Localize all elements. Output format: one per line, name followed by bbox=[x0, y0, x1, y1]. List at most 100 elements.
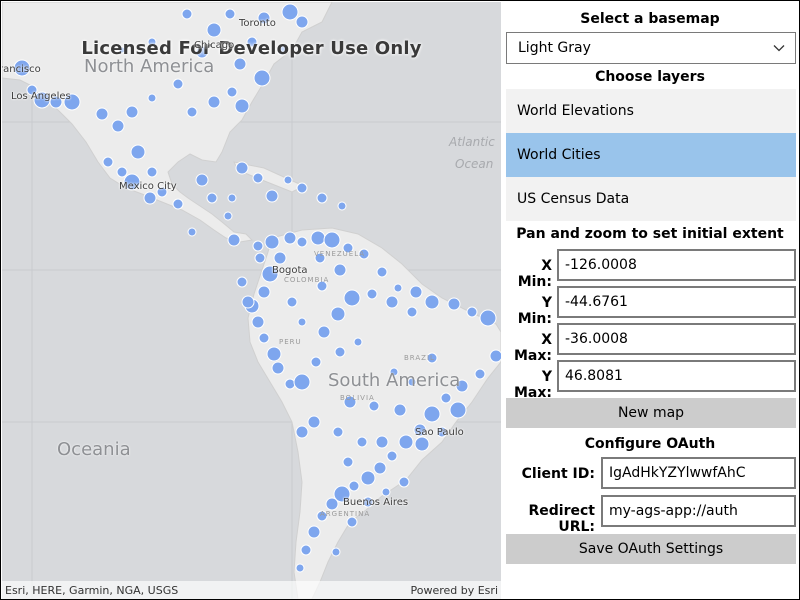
city-symbol bbox=[102, 156, 114, 168]
map-attribution-bar: Esri, HERE, Garmin, NGA, USGS Powered by… bbox=[2, 581, 501, 599]
city-symbol bbox=[227, 193, 237, 203]
city-symbol bbox=[310, 230, 326, 246]
new-map-button[interactable]: New map bbox=[506, 398, 796, 428]
label-argentina: ARGENTINA bbox=[320, 510, 371, 518]
city-symbol bbox=[206, 192, 218, 204]
city-symbol bbox=[130, 144, 146, 160]
city-symbol bbox=[343, 395, 357, 409]
city-symbol bbox=[333, 485, 351, 503]
powered-by-esri[interactable]: Powered by Esri bbox=[410, 583, 498, 597]
city-symbol bbox=[447, 297, 461, 311]
city-symbol bbox=[264, 234, 280, 250]
city-symbol bbox=[13, 59, 31, 77]
map-view[interactable]: Licensed For Developer Use Only North Am… bbox=[2, 2, 501, 599]
label-buenos-aires: Buenos Aires bbox=[343, 497, 409, 508]
city-symbol bbox=[300, 544, 312, 556]
city-symbol bbox=[156, 186, 168, 198]
layer-item-world-elevations[interactable]: World Elevations bbox=[506, 89, 796, 133]
city-symbol bbox=[343, 289, 361, 307]
city-symbol bbox=[393, 283, 403, 293]
basemap-select[interactable]: Light Gray bbox=[506, 32, 796, 64]
city-symbol bbox=[325, 497, 339, 511]
oauth-title: Configure OAuth bbox=[584, 436, 716, 452]
city-symbol bbox=[26, 84, 38, 96]
city-symbol bbox=[314, 252, 326, 264]
city-symbol bbox=[409, 285, 423, 299]
city-symbol bbox=[252, 240, 264, 252]
city-symbol bbox=[337, 201, 347, 211]
label-toronto: Toronto bbox=[239, 18, 276, 29]
city-symbol bbox=[49, 95, 63, 109]
city-symbol bbox=[123, 173, 141, 191]
city-symbol bbox=[474, 368, 486, 380]
city-symbol bbox=[261, 265, 279, 283]
xmax-label: X Max: bbox=[513, 332, 552, 364]
city-symbol bbox=[241, 295, 255, 309]
layer-item-us-census-data[interactable]: US Census Data bbox=[506, 177, 796, 221]
city-symbol bbox=[407, 377, 417, 387]
city-symbol bbox=[146, 166, 158, 178]
city-symbol bbox=[195, 173, 209, 187]
city-symbol bbox=[252, 172, 264, 184]
city-symbol bbox=[307, 525, 321, 539]
redirect-url-field[interactable]: my-ags-app://auth bbox=[601, 495, 796, 527]
city-symbol bbox=[257, 285, 271, 299]
save-oauth-button[interactable]: Save OAuth Settings bbox=[506, 534, 796, 564]
city-symbol bbox=[316, 510, 328, 522]
xmax-field[interactable]: -36.0008 bbox=[557, 323, 796, 355]
city-symbol bbox=[373, 461, 387, 475]
city-symbol bbox=[362, 496, 374, 508]
city-symbol bbox=[398, 434, 414, 450]
city-symbol bbox=[376, 266, 388, 278]
label-chicago: Chicago bbox=[194, 40, 235, 51]
city-symbol bbox=[413, 423, 427, 437]
city-symbol bbox=[227, 233, 241, 247]
city-symbol bbox=[207, 95, 221, 109]
label-peru: PERU bbox=[279, 338, 302, 346]
xmin-field[interactable]: -126.0008 bbox=[557, 249, 796, 281]
ymin-field[interactable]: -44.6761 bbox=[557, 286, 796, 318]
city-symbol bbox=[95, 107, 109, 121]
layers-title: Choose layers bbox=[595, 69, 705, 85]
city-symbol bbox=[206, 22, 222, 38]
city-symbol bbox=[297, 317, 307, 327]
city-symbol bbox=[414, 436, 430, 452]
client-id-field[interactable]: IgAdHkYZYlwwfAhC bbox=[601, 457, 796, 489]
label-san-francisco: San Francisco bbox=[2, 64, 41, 75]
client-id-label: Client ID: bbox=[521, 466, 595, 482]
city-symbol bbox=[440, 392, 452, 404]
city-symbol bbox=[348, 480, 360, 492]
label-colombia: COLOMBIA bbox=[284, 276, 330, 284]
layer-item-world-cities[interactable]: World Cities bbox=[506, 133, 796, 177]
city-symbol bbox=[386, 450, 398, 462]
city-symbol bbox=[246, 36, 258, 48]
city-symbol bbox=[310, 356, 322, 368]
city-symbol bbox=[147, 37, 157, 47]
basemap-canvas bbox=[2, 2, 501, 599]
city-symbol bbox=[111, 119, 125, 133]
city-symbol bbox=[295, 15, 309, 29]
city-symbol bbox=[342, 242, 354, 254]
label-south-america: South America bbox=[328, 370, 461, 391]
city-symbol bbox=[226, 86, 238, 98]
city-symbol bbox=[426, 352, 438, 364]
city-symbol bbox=[385, 295, 399, 309]
city-symbol bbox=[234, 98, 250, 114]
city-symbol bbox=[358, 248, 370, 260]
city-symbol bbox=[398, 476, 410, 488]
city-symbol bbox=[125, 105, 139, 119]
city-symbol bbox=[236, 276, 248, 288]
redirect-url-label: Redirect URL: bbox=[528, 503, 596, 535]
city-symbol bbox=[307, 415, 321, 429]
city-symbol bbox=[181, 8, 193, 20]
city-symbol bbox=[381, 487, 391, 497]
city-symbol bbox=[251, 315, 265, 329]
city-symbol bbox=[265, 189, 279, 203]
city-symbol bbox=[172, 78, 184, 90]
ymax-field[interactable]: 46.8081 bbox=[557, 360, 796, 392]
city-symbol bbox=[342, 456, 354, 468]
city-symbol bbox=[331, 547, 341, 557]
city-symbol bbox=[317, 325, 331, 339]
city-symbol bbox=[224, 8, 236, 20]
